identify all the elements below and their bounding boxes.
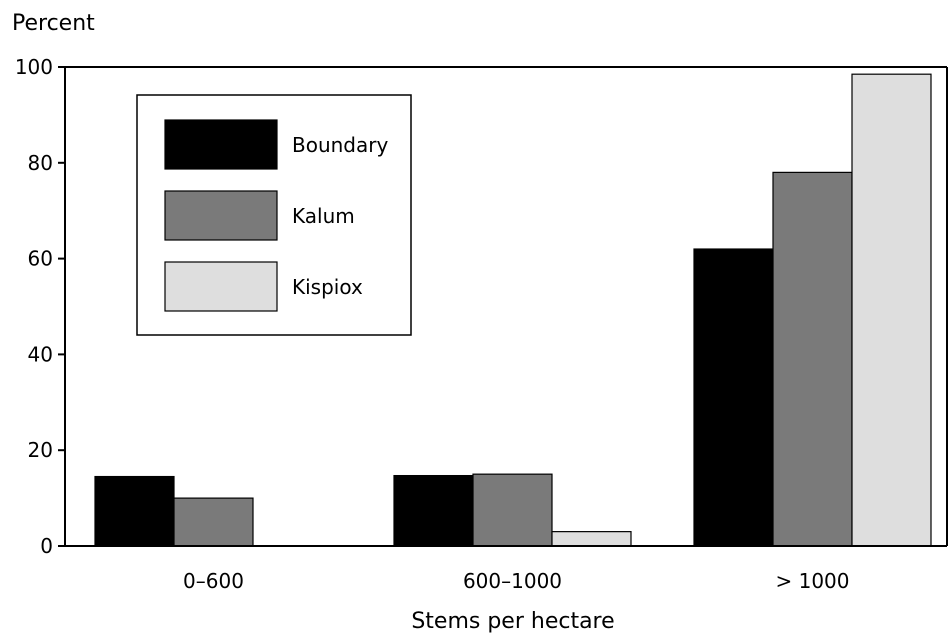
bar-boundary-1: [393, 474, 474, 547]
legend-swatch-kalum: [164, 190, 278, 241]
bar-boundary-2: [693, 248, 774, 547]
y-axis-title: Percent: [12, 11, 95, 36]
legend-label-boundary: Boundary: [292, 133, 388, 157]
bar-kalum-1: [472, 473, 553, 547]
plot-area: 0 20 40 60 80 100 0–600 600–1000 > 1000: [15, 55, 948, 593]
x-axis-title: Stems per hectare: [411, 609, 614, 633]
x-tick-label: 600–1000: [463, 569, 562, 593]
legend-label-kispiox: Kispiox: [292, 275, 363, 299]
x-tick-label: > 1000: [775, 569, 849, 593]
bar-kispiox-2: [851, 73, 932, 547]
bar-kalum-0: [173, 497, 254, 547]
y-tick-label: 80: [28, 151, 53, 175]
bar-kalum-2: [772, 171, 853, 547]
y-tick-label: 20: [28, 438, 53, 462]
bar-kispiox-1: [551, 531, 632, 547]
legend-swatch-kispiox: [164, 261, 278, 312]
y-tick-label: 40: [28, 342, 53, 366]
legend: Boundary Kalum Kispiox: [136, 94, 412, 336]
legend-swatch-boundary: [164, 119, 278, 170]
y-tick-label: 100: [15, 55, 53, 79]
x-tick-label: 0–600: [183, 569, 244, 593]
bar-boundary-0: [94, 475, 175, 547]
legend-label-kalum: Kalum: [292, 204, 355, 228]
y-tick-label: 0: [40, 534, 53, 558]
y-tick-label: 60: [28, 247, 53, 271]
